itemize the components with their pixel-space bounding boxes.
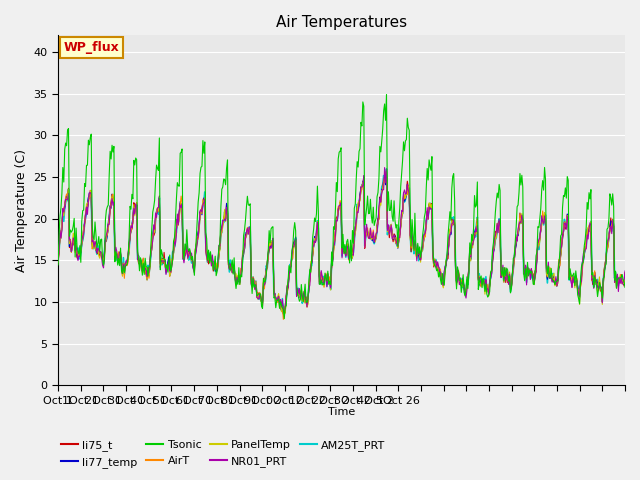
Legend: li75_t, li77_temp, Tsonic, AirT, PanelTemp, NR01_PRT, AM25T_PRT: li75_t, li77_temp, Tsonic, AirT, PanelTe…	[57, 436, 390, 472]
X-axis label: Time: Time	[328, 407, 355, 417]
Title: Air Temperatures: Air Temperatures	[276, 15, 407, 30]
Y-axis label: Air Temperature (C): Air Temperature (C)	[15, 149, 28, 272]
Text: WP_flux: WP_flux	[64, 41, 120, 54]
